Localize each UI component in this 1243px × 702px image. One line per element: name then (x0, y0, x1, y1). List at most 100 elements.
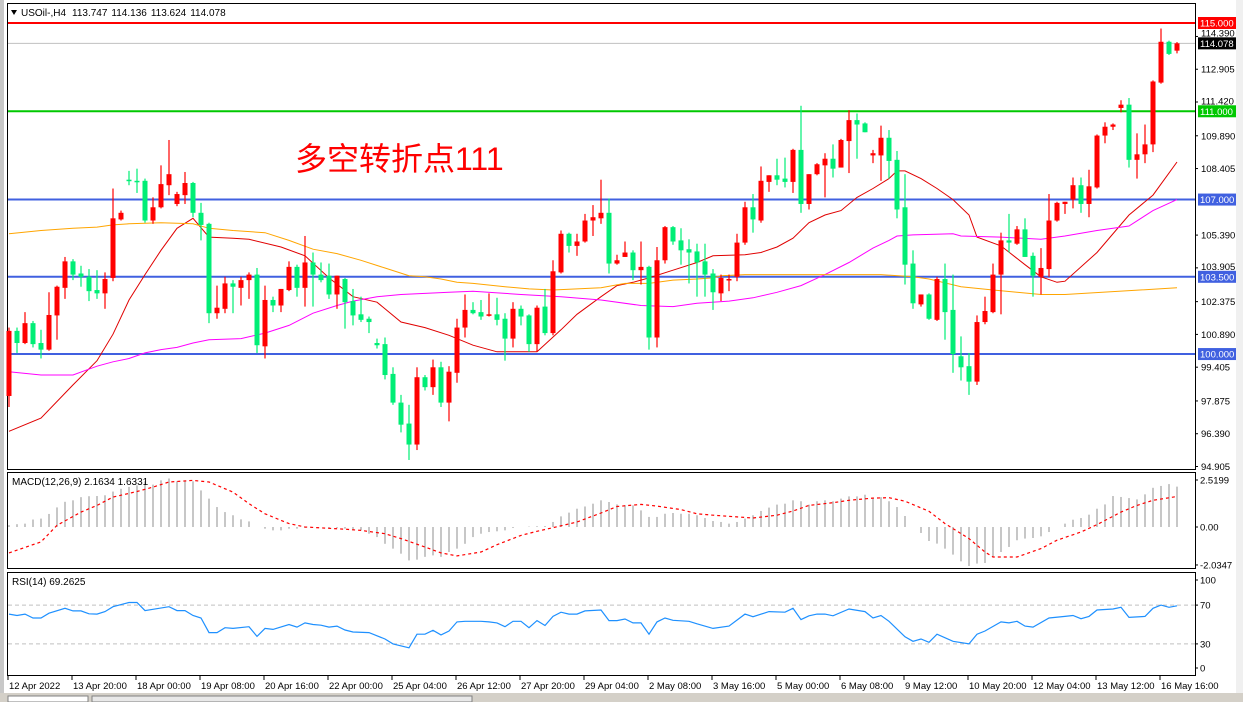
candle-body (254, 274, 260, 346)
rsi-axis-label: 0 (1200, 664, 1205, 675)
candle-body (246, 274, 252, 281)
time-tick-label: 27 Apr 20:00 (521, 681, 575, 692)
candle-body (14, 330, 20, 344)
candle (174, 191, 180, 207)
candle-body (302, 262, 308, 288)
candle (1134, 133, 1140, 179)
candle (14, 327, 20, 353)
candle (702, 243, 708, 297)
candle-body (678, 240, 684, 251)
price-level-badge-label: 111.000 (1200, 107, 1233, 118)
candle-body (542, 306, 548, 334)
symbol-tab[interactable] (7, 695, 89, 702)
candle-body (46, 314, 52, 350)
candle (622, 241, 628, 257)
candle (438, 361, 444, 408)
main-price-panel[interactable] (7, 3, 1196, 470)
candle (502, 313, 508, 361)
candle (550, 260, 556, 336)
candle-body (134, 180, 140, 183)
candle-body (790, 149, 796, 182)
candle-body (574, 241, 580, 246)
candle-body (1150, 81, 1156, 145)
candle (686, 239, 692, 284)
candle (262, 285, 268, 359)
candle-body (190, 183, 196, 213)
candle-body (894, 159, 900, 210)
candle-body (942, 279, 948, 313)
price-level-badge (1198, 17, 1236, 29)
candle (1006, 213, 1012, 253)
candle (166, 139, 172, 196)
candle (630, 250, 636, 281)
low-value: 113.624 (151, 8, 187, 19)
candle (150, 197, 156, 224)
candle (86, 269, 92, 302)
candle-body (374, 343, 380, 346)
time-tick-label: 16 May 16:00 (1161, 681, 1219, 692)
candle (662, 226, 668, 264)
time-tick-label: 18 Apr 00:00 (137, 681, 191, 692)
candle (1174, 42, 1180, 54)
candle (942, 263, 948, 340)
candle (542, 288, 548, 336)
candle (974, 315, 980, 385)
candle-body (318, 274, 324, 281)
time-tick-label: 13 Apr 20:00 (73, 681, 127, 692)
candle (1014, 226, 1020, 245)
rsi-panel[interactable] (7, 572, 1196, 676)
candle (358, 296, 364, 323)
candle-body (470, 309, 476, 314)
candle-body (838, 139, 844, 168)
candle-body (270, 299, 276, 306)
candle-body (846, 120, 852, 142)
annotation-text[interactable]: 多空转折点111 (295, 141, 504, 177)
candle-body (902, 207, 908, 265)
price-tick-label: 111.420 (1201, 96, 1234, 107)
horizontal-lines[interactable] (8, 22, 1195, 356)
candle-body (70, 261, 76, 275)
candle-body (558, 233, 564, 273)
symbol-tab[interactable] (91, 695, 473, 702)
candle-body (222, 283, 228, 309)
candle (46, 292, 52, 351)
candle (382, 337, 388, 380)
candle (1038, 248, 1044, 295)
candle-body (142, 180, 148, 221)
candle-body (1038, 267, 1044, 277)
candle-body (1102, 126, 1108, 136)
candle (1110, 123, 1116, 131)
symbol-tabs-bar[interactable] (0, 693, 1243, 702)
candle (950, 274, 956, 373)
candle-body (854, 120, 860, 125)
price-tick-label: 100.890 (1201, 330, 1235, 341)
candle (638, 241, 644, 285)
time-tick-label: 10 May 20:00 (969, 681, 1027, 692)
current-price-badge-label: 114.078 (1200, 39, 1234, 50)
candle (1086, 169, 1092, 218)
candle (958, 336, 964, 381)
price-tick-label: 112.905 (1201, 65, 1235, 76)
triangle-down-icon[interactable] (11, 10, 17, 15)
price-level-badge-label: 100.000 (1200, 350, 1234, 361)
candle-body (958, 356, 964, 368)
rsi-axis-label: 70 (1200, 601, 1211, 612)
candle (390, 367, 396, 405)
candle-body (286, 266, 292, 291)
price-tick-label: 99.405 (1201, 363, 1230, 374)
candle (406, 404, 412, 460)
price-axis[interactable]: 114.390 112.905 111.420 109.890 108.405 105.3… (1195, 17, 1236, 473)
candle (230, 280, 236, 314)
candle-body (1046, 220, 1052, 270)
candle-body (158, 184, 164, 208)
candle-body (710, 273, 716, 293)
candle-body (998, 240, 1004, 275)
time-tick-label: 12 May 04:00 (1033, 681, 1091, 692)
candle (494, 297, 500, 326)
candle (902, 174, 908, 285)
time-axis[interactable]: 12 Apr 2022 13 Apr 20:00 18 Apr 00:00 19 Ap… (7, 676, 1219, 692)
price-tick-label: 108.405 (1201, 164, 1235, 175)
candle-body (1078, 185, 1084, 204)
candle-body (78, 273, 84, 277)
